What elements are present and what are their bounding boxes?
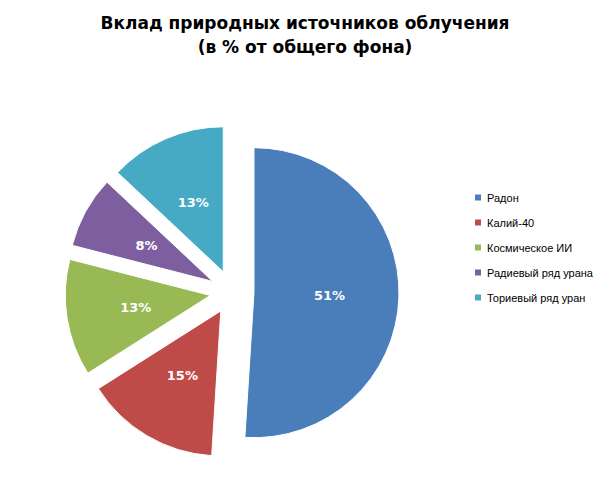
- svg-text:Космическое ИИ: Космическое ИИ: [487, 242, 572, 254]
- svg-text:8%: 8%: [136, 238, 158, 253]
- svg-text:Радиевый ряд урана: Радиевый ряд урана: [487, 267, 594, 279]
- svg-text:13%: 13%: [178, 195, 209, 210]
- svg-text:(в % от общего фона): (в % от общего фона): [198, 37, 413, 57]
- svg-text:51%: 51%: [314, 288, 345, 303]
- svg-text:13%: 13%: [120, 300, 151, 315]
- svg-text:Ториевый ряд уран: Ториевый ряд уран: [487, 292, 585, 304]
- svg-text:15%: 15%: [167, 368, 198, 383]
- svg-text:Вклад природных источников обл: Вклад природных источников облучения: [100, 13, 509, 33]
- svg-text:Радон: Радон: [487, 192, 519, 204]
- svg-text:Калий-40: Калий-40: [487, 217, 534, 229]
